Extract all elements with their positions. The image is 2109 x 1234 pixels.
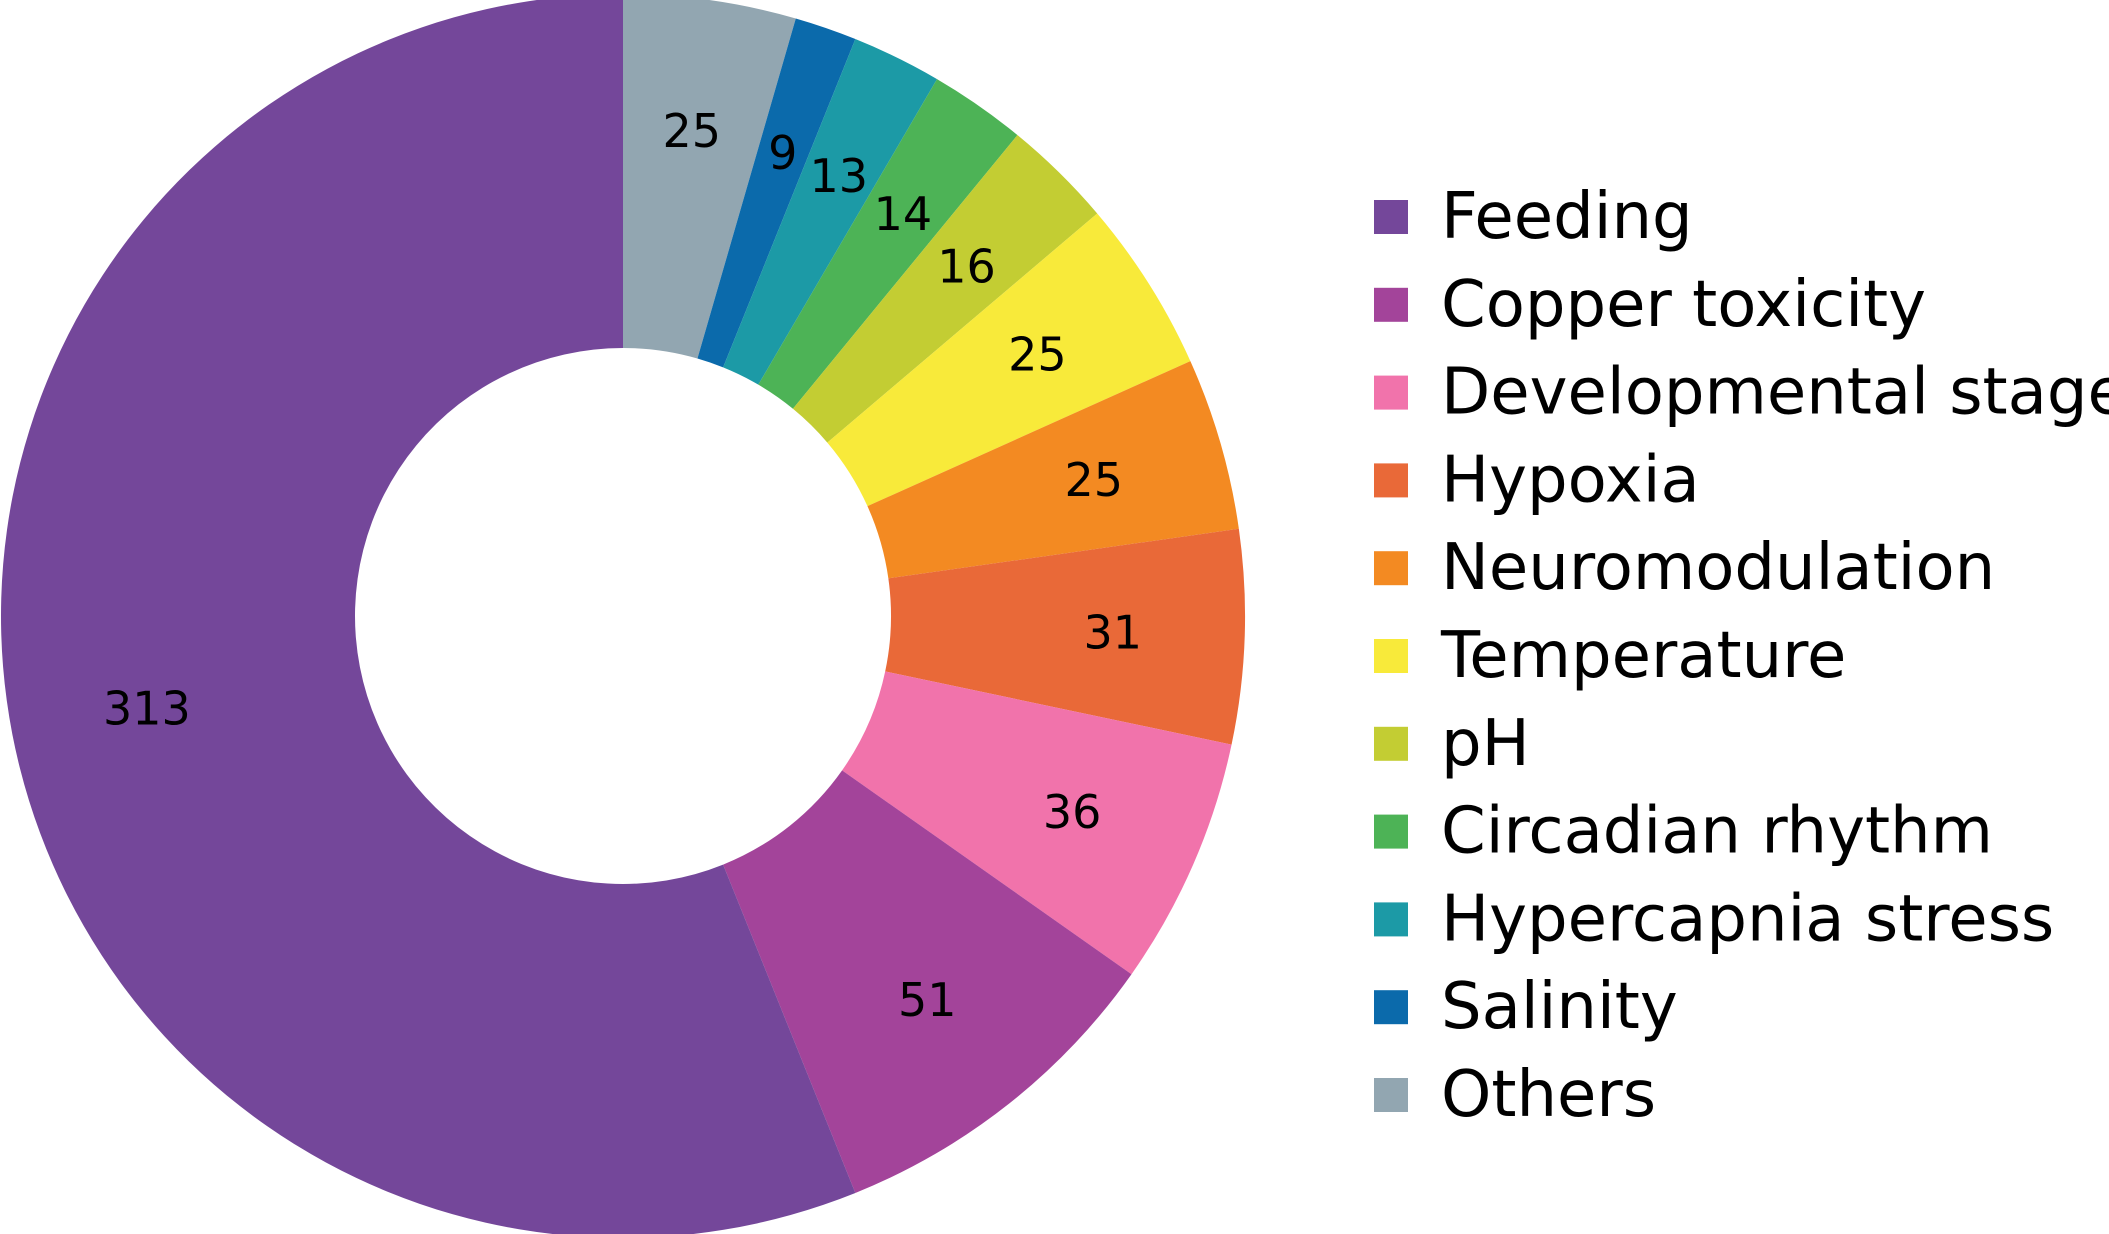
slice-label-others: 25 xyxy=(662,104,721,158)
slice-label-temperature: 25 xyxy=(1008,327,1067,381)
slice-others xyxy=(623,0,796,359)
legend-swatch-hypoxia xyxy=(1374,463,1408,498)
slice-circadian-rhythm xyxy=(758,79,1018,409)
slice-label-ph: 16 xyxy=(937,240,996,294)
legend-swatch-circadian-rhythm xyxy=(1374,814,1408,849)
legend-swatch-salinity xyxy=(1374,990,1408,1025)
legend-swatch-neuromodulation xyxy=(1374,551,1408,586)
legend-label-neuromodulation: Neuromodulation xyxy=(1441,531,1995,605)
slice-label-hypercapnia-stress: 13 xyxy=(810,149,869,203)
donut-slices xyxy=(1,0,1245,1234)
legend-label-circadian-rhythm: Circadian rhythm xyxy=(1441,795,1993,869)
slice-temperature xyxy=(827,213,1191,507)
legend-swatch-developmental-stages xyxy=(1374,375,1408,410)
slice-label-neuromodulation: 25 xyxy=(1064,453,1123,507)
legend-item-copper-toxicity: Copper toxicity xyxy=(1374,268,1926,342)
legend-label-copper-toxicity: Copper toxicity xyxy=(1441,268,1926,342)
slice-label-salinity: 9 xyxy=(768,126,797,180)
legend-item-hypoxia: Hypoxia xyxy=(1374,443,1700,517)
slice-label-circadian-rhythm: 14 xyxy=(874,187,933,241)
slice-label-developmental-stages: 36 xyxy=(1043,785,1102,839)
legend-swatch-temperature xyxy=(1374,639,1408,673)
legend-label-salinity: Salinity xyxy=(1441,970,1678,1044)
legend-item-circadian-rhythm: Circadian rhythm xyxy=(1374,795,1993,869)
slice-neuromodulation xyxy=(867,361,1239,579)
legend-item-others: Others xyxy=(1374,1058,1656,1132)
slice-salinity xyxy=(697,18,856,368)
legend-swatch-hypercapnia-stress xyxy=(1374,902,1408,937)
slice-label-feeding: 313 xyxy=(103,681,191,735)
legend: Feeding Copper toxicity Developmental stag… xyxy=(1374,180,2109,1132)
legend-label-developmental-stages: Developmental stages xyxy=(1441,356,2109,430)
legend-item-feeding: Feeding xyxy=(1374,180,1693,254)
legend-label-hypoxia: Hypoxia xyxy=(1441,443,1700,517)
slice-feeding xyxy=(1,0,856,1234)
legend-item-developmental-stages: Developmental stages xyxy=(1374,356,2109,430)
legend-label-feeding: Feeding xyxy=(1441,180,1693,254)
legend-item-ph: pH xyxy=(1374,707,1530,781)
slice-hypercapnia-stress xyxy=(723,39,938,385)
legend-swatch-feeding xyxy=(1374,200,1408,234)
slice-label-hypoxia: 31 xyxy=(1083,606,1142,660)
legend-item-hypercapnia-stress: Hypercapnia stress xyxy=(1374,882,2054,956)
slice-label-copper-toxicity: 51 xyxy=(898,973,957,1027)
legend-item-salinity: Salinity xyxy=(1374,970,1678,1044)
legend-swatch-others xyxy=(1374,1078,1408,1112)
legend-label-hypercapnia-stress: Hypercapnia stress xyxy=(1441,882,2054,956)
legend-item-temperature: Temperature xyxy=(1374,619,1846,693)
slice-copper-toxicity xyxy=(723,770,1132,1193)
slice-developmental-stages xyxy=(842,671,1232,975)
legend-item-neuromodulation: Neuromodulation xyxy=(1374,531,1995,605)
slice-hypoxia xyxy=(885,528,1245,745)
legend-swatch-ph xyxy=(1374,726,1408,761)
legend-label-temperature: Temperature xyxy=(1440,619,1846,693)
legend-swatch-copper-toxicity xyxy=(1374,287,1408,322)
legend-label-ph: pH xyxy=(1441,707,1530,781)
legend-label-others: Others xyxy=(1441,1058,1656,1132)
slice-ph xyxy=(792,135,1098,443)
